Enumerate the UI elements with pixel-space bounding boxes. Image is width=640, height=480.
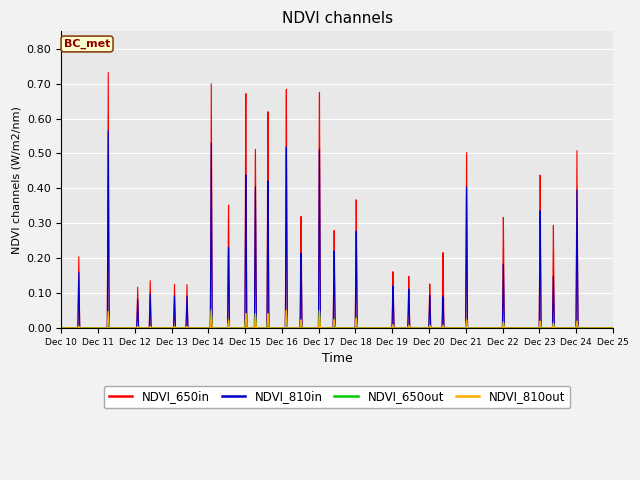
NDVI_650in xyxy=(269,325,276,331)
Line: NDVI_650out: NDVI_650out xyxy=(61,310,613,328)
NDVI_650in xyxy=(120,325,128,331)
NDVI_650in xyxy=(598,325,606,331)
Y-axis label: NDVI channels (W/m2/nm): NDVI channels (W/m2/nm) xyxy=(11,106,21,253)
NDVI_650in xyxy=(293,325,301,331)
NDVI_810in xyxy=(539,325,547,331)
NDVI_810out xyxy=(539,325,547,331)
NDVI_650out xyxy=(207,307,215,312)
NDVI_650out xyxy=(58,325,65,331)
NDVI_810out xyxy=(120,325,128,331)
NDVI_650out xyxy=(120,325,128,331)
NDVI_810in xyxy=(293,325,301,331)
NDVI_650in xyxy=(104,70,112,75)
NDVI_650out xyxy=(293,325,301,331)
NDVI_650out xyxy=(269,325,276,331)
NDVI_650in xyxy=(609,325,617,331)
NDVI_650out xyxy=(598,325,606,331)
Line: NDVI_810in: NDVI_810in xyxy=(61,131,613,328)
NDVI_810in xyxy=(104,128,112,133)
Line: NDVI_650in: NDVI_650in xyxy=(61,72,613,328)
NDVI_810in xyxy=(120,325,128,331)
Line: NDVI_810out: NDVI_810out xyxy=(61,310,613,328)
X-axis label: Time: Time xyxy=(322,352,353,365)
NDVI_810out xyxy=(269,325,276,331)
NDVI_650in xyxy=(539,325,547,331)
NDVI_810out xyxy=(293,325,301,331)
NDVI_650in xyxy=(153,325,161,331)
NDVI_810in xyxy=(598,325,606,331)
NDVI_810in xyxy=(609,325,617,331)
NDVI_810in xyxy=(58,325,65,331)
NDVI_810in xyxy=(269,325,276,331)
NDVI_810in xyxy=(153,325,161,331)
NDVI_810out xyxy=(207,307,215,312)
NDVI_650out xyxy=(539,325,547,331)
Legend: NDVI_650in, NDVI_810in, NDVI_650out, NDVI_810out: NDVI_650in, NDVI_810in, NDVI_650out, NDV… xyxy=(104,385,570,408)
NDVI_810out xyxy=(598,325,606,331)
NDVI_650in xyxy=(58,325,65,331)
NDVI_650out xyxy=(153,325,161,331)
Text: BC_met: BC_met xyxy=(64,39,110,49)
NDVI_650out xyxy=(609,325,617,331)
Title: NDVI channels: NDVI channels xyxy=(282,11,392,26)
NDVI_810out xyxy=(58,325,65,331)
NDVI_810out xyxy=(609,325,617,331)
NDVI_810out xyxy=(153,325,161,331)
